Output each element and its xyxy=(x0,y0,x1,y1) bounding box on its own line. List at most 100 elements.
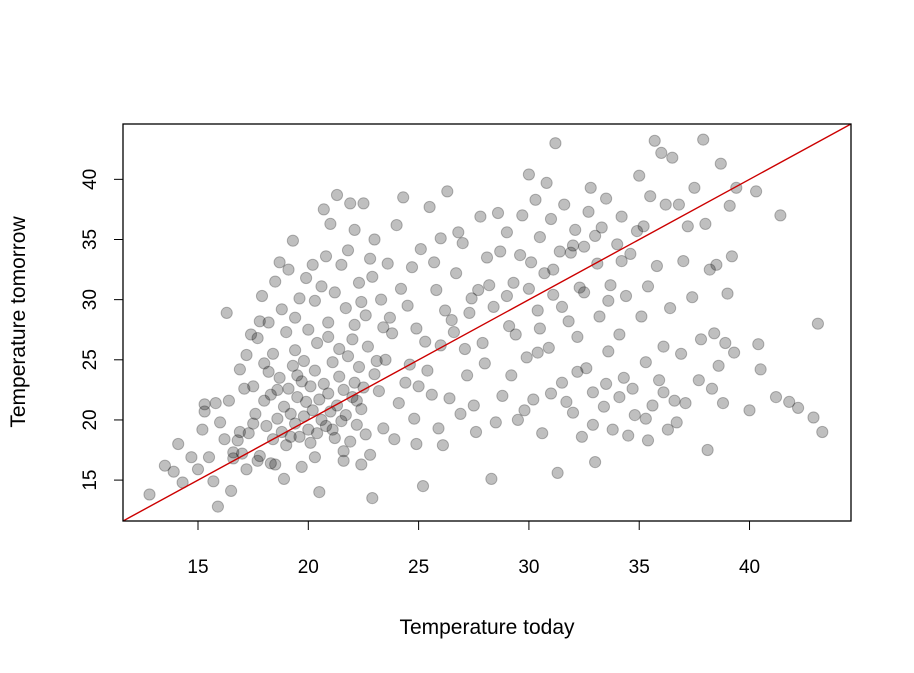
data-point xyxy=(701,443,714,457)
data-point xyxy=(419,335,432,348)
data-point xyxy=(225,484,238,497)
data-point xyxy=(630,225,644,238)
data-point xyxy=(511,413,525,426)
data-point xyxy=(507,276,520,289)
y-tick-label: 15 xyxy=(80,470,101,491)
data-point xyxy=(284,407,297,420)
data-point xyxy=(617,371,630,384)
data-point xyxy=(399,376,412,389)
data-point xyxy=(566,406,580,419)
data-point xyxy=(264,457,277,470)
data-point xyxy=(670,416,683,429)
y-tick-label: 25 xyxy=(80,349,101,370)
data-point xyxy=(271,412,284,425)
data-point xyxy=(699,217,712,230)
data-point xyxy=(514,249,527,262)
data-point xyxy=(558,198,571,211)
data-point xyxy=(231,434,244,447)
data-point xyxy=(441,185,454,198)
data-point xyxy=(333,342,346,356)
data-point xyxy=(681,220,694,233)
data-point xyxy=(725,250,739,263)
data-point xyxy=(792,401,805,414)
data-point xyxy=(613,391,626,404)
data-point xyxy=(816,425,829,439)
data-point xyxy=(368,368,381,381)
data-point xyxy=(703,263,716,276)
data-point xyxy=(626,382,639,395)
data-point xyxy=(280,439,293,452)
data-point xyxy=(196,423,209,436)
data-point xyxy=(811,317,825,330)
data-point xyxy=(350,394,363,407)
data-point xyxy=(282,263,295,276)
data-point xyxy=(489,416,502,429)
data-point xyxy=(405,261,419,274)
data-point xyxy=(604,279,617,292)
data-point xyxy=(754,363,767,376)
y-tick-label: 40 xyxy=(80,169,101,190)
data-point xyxy=(589,456,602,469)
data-point xyxy=(335,415,348,428)
data-point xyxy=(282,382,295,395)
data-point xyxy=(357,197,370,210)
data-point xyxy=(313,393,326,406)
data-point xyxy=(313,486,326,499)
data-point xyxy=(315,280,328,293)
data-point xyxy=(578,240,591,253)
data-point xyxy=(465,292,478,305)
data-point xyxy=(615,210,628,223)
data-point xyxy=(277,400,291,413)
reference-line xyxy=(123,124,851,521)
data-point xyxy=(622,429,635,442)
data-point xyxy=(244,328,258,341)
data-point xyxy=(317,377,330,390)
data-point xyxy=(315,413,328,426)
data-point xyxy=(249,407,262,420)
data-point xyxy=(238,382,251,395)
data-point xyxy=(500,226,513,239)
data-point xyxy=(377,422,390,435)
x-tick-label: 30 xyxy=(518,557,539,578)
data-point xyxy=(348,318,361,331)
data-point xyxy=(560,395,573,408)
data-point xyxy=(262,316,275,329)
data-point xyxy=(657,386,670,399)
data-point xyxy=(602,294,615,307)
data-point xyxy=(439,304,452,317)
data-point xyxy=(485,472,498,485)
data-point xyxy=(655,146,668,159)
data-point xyxy=(242,427,255,440)
data-point xyxy=(536,427,549,440)
data-point xyxy=(653,374,666,387)
data-point xyxy=(606,423,619,436)
data-point xyxy=(619,289,633,303)
data-point xyxy=(522,282,536,295)
data-point xyxy=(529,193,542,206)
plot-frame xyxy=(122,123,852,522)
data-point xyxy=(456,237,469,250)
data-point xyxy=(368,233,381,246)
data-point xyxy=(348,223,361,236)
data-point xyxy=(211,500,224,513)
data-point xyxy=(443,392,456,405)
data-point xyxy=(688,181,701,194)
data-point xyxy=(366,270,379,283)
data-point xyxy=(783,395,796,408)
data-point xyxy=(547,288,560,301)
data-point xyxy=(352,276,366,289)
data-point xyxy=(300,271,313,285)
data-point xyxy=(644,190,657,203)
data-point xyxy=(348,376,361,389)
data-point xyxy=(710,258,723,271)
data-point xyxy=(531,304,544,317)
data-point xyxy=(533,231,547,244)
data-point xyxy=(277,472,291,485)
data-point xyxy=(198,398,211,411)
data-point xyxy=(595,221,608,234)
data-point xyxy=(540,176,553,189)
y-axis-label: Temperature tomorrow xyxy=(7,216,30,428)
data-point xyxy=(308,364,321,377)
data-point xyxy=(143,488,156,501)
